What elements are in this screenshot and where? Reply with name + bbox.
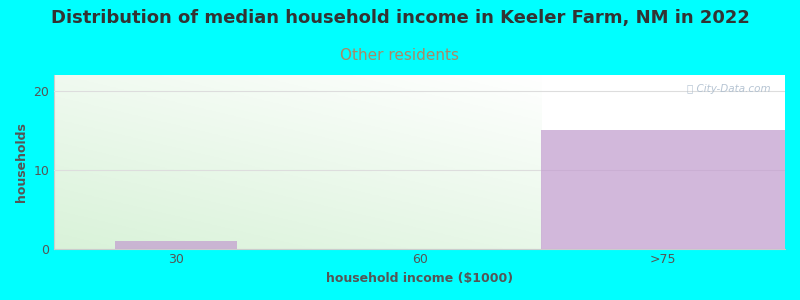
X-axis label: household income ($1000): household income ($1000) [326,272,514,285]
Text: ⓘ City-Data.com: ⓘ City-Data.com [686,84,770,94]
Text: Distribution of median household income in Keeler Farm, NM in 2022: Distribution of median household income … [50,9,750,27]
Bar [542,130,785,249]
Bar [115,241,237,249]
Y-axis label: households: households [15,122,28,202]
Text: Other residents: Other residents [341,48,459,63]
